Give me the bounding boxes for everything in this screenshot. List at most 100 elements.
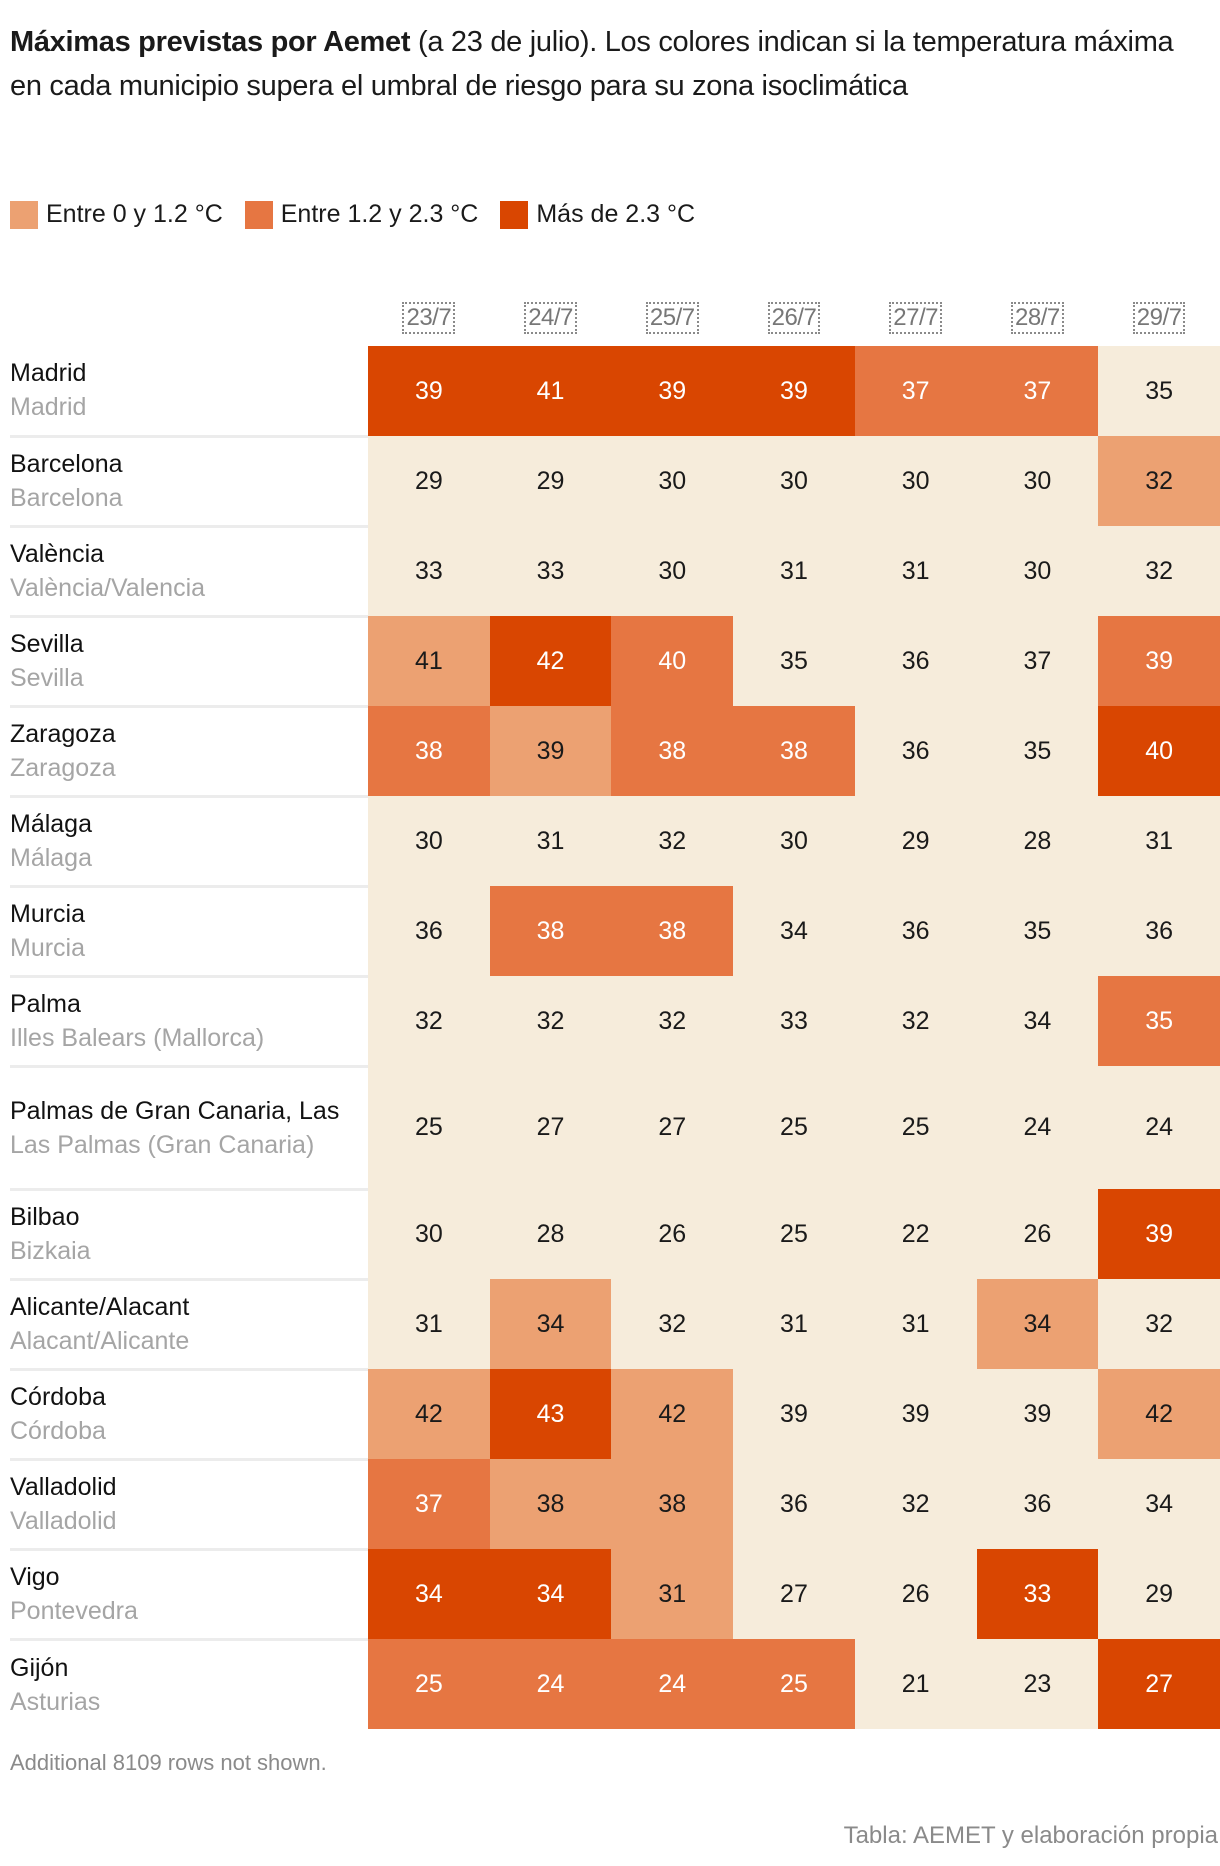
city-name: València: [10, 540, 105, 568]
heat-cell: 43: [489, 1369, 612, 1459]
heat-cell: 35: [733, 616, 855, 706]
province-name: Madrid: [10, 393, 87, 422]
row-label: Alicante/Alacant Alacant/Alicante: [10, 1277, 368, 1369]
column-header-label[interactable]: 24/7: [524, 302, 577, 334]
row-label: Palma Illes Balears (Mallorca): [10, 974, 368, 1066]
heat-cell: 36: [976, 1459, 1099, 1549]
heat-cell: 32: [489, 976, 612, 1066]
row-label: Murcia Murcia: [10, 884, 368, 976]
column-header[interactable]: 23/7: [368, 290, 490, 346]
heat-cell: 28: [976, 796, 1099, 886]
heat-cell: 34: [489, 1279, 612, 1369]
province-name: Málaga: [10, 844, 92, 872]
legend-swatch: [10, 200, 38, 229]
city-name: Alicante/Alacant: [10, 1293, 190, 1321]
heat-cell: 42: [489, 616, 612, 706]
heat-cell: 27: [733, 1549, 855, 1639]
heat-cell: 39: [976, 1369, 1099, 1459]
heat-cell: 26: [854, 1549, 977, 1639]
column-header-label[interactable]: 27/7: [889, 302, 943, 334]
heat-cell: 32: [611, 796, 734, 886]
heat-cell: 34: [976, 1279, 1099, 1369]
heat-cell: 30: [976, 526, 1099, 616]
heat-cell: 39: [733, 1369, 855, 1459]
legend: Entre 0 y 1.2 °C Entre 1.2 y 2.3 °C Más …: [10, 200, 717, 229]
heat-cell: 24: [1098, 1066, 1220, 1189]
column-header[interactable]: 29/7: [1098, 290, 1220, 346]
province-name: Barcelona: [10, 484, 123, 512]
column-header[interactable]: 27/7: [855, 290, 977, 346]
table-row: Alicante/Alacant Alacant/Alicante 31 34 32 31…: [10, 1277, 1220, 1369]
heat-cell: 40: [611, 616, 734, 706]
city-name: Zaragoza: [10, 720, 116, 748]
heat-cell: 38: [611, 706, 734, 796]
row-label: Gijón Asturias: [10, 1637, 368, 1729]
province-name: Sevilla: [10, 664, 84, 692]
heat-cell: 39: [1098, 1189, 1220, 1279]
city-name: Murcia: [10, 900, 86, 928]
table-row: Murcia Murcia 36 38 38 34 36 35 36: [10, 884, 1220, 976]
row-label: Barcelona Barcelona: [10, 434, 368, 526]
table-row: Córdoba Córdoba 42 43 42 39 39 39 42: [10, 1367, 1220, 1459]
city-name: Valladolid: [10, 1473, 117, 1501]
city-name: Palmas de Gran Canaria, Las: [10, 1096, 340, 1125]
heat-cell: 30: [611, 436, 734, 526]
heat-cell: 30: [733, 796, 855, 886]
legend-swatch: [500, 200, 529, 229]
heat-cell: 33: [733, 976, 855, 1066]
heat-cell: 37: [976, 616, 1099, 706]
column-header[interactable]: 28/7: [977, 290, 1099, 346]
column-header[interactable]: 26/7: [733, 290, 855, 346]
heat-cell: 27: [489, 1066, 612, 1189]
table-row: València València/Valencia 33 33 30 31 31 30 32: [10, 524, 1220, 616]
heat-cell: 31: [733, 1279, 855, 1369]
heat-cell: 25: [368, 1066, 490, 1189]
province-name: Córdoba: [10, 1417, 106, 1445]
column-header[interactable]: 24/7: [490, 290, 612, 346]
heat-cell: 39: [1098, 616, 1220, 706]
row-label: Málaga Málaga: [10, 794, 368, 886]
heat-cell: 31: [611, 1549, 734, 1639]
province-name: Valladolid: [10, 1507, 117, 1535]
heat-cell: 32: [368, 976, 490, 1066]
heat-cell: 31: [489, 796, 612, 886]
heat-cell: 32: [1098, 1279, 1220, 1369]
row-label: Zaragoza Zaragoza: [10, 704, 368, 796]
heat-cell: 35: [976, 706, 1099, 796]
column-header-label[interactable]: 26/7: [767, 302, 821, 334]
column-header[interactable]: 25/7: [611, 290, 733, 346]
heat-cell: 37: [368, 1459, 490, 1549]
row-label: Vigo Pontevedra: [10, 1547, 368, 1639]
table-row: Sevilla Sevilla 41 42 40 35 36 37 39: [10, 614, 1220, 706]
heat-cell: 29: [489, 436, 612, 526]
heat-cell: 25: [733, 1189, 855, 1279]
table-row: Málaga Málaga 30 31 32 30 29 28 31: [10, 794, 1220, 886]
heat-cell: 42: [368, 1369, 490, 1459]
legend-swatch: [244, 200, 273, 229]
heat-cell: 27: [611, 1066, 734, 1189]
heat-cell: 38: [611, 886, 734, 976]
heat-cell: 39: [611, 346, 734, 436]
title-rest: (a 23 de julio). Los colores indican si …: [10, 26, 1174, 102]
heat-cell: 32: [611, 1279, 734, 1369]
legend-label: Entre 0 y 1.2 °C: [46, 200, 223, 228]
heat-cell: 36: [1098, 886, 1220, 976]
heat-cell: 38: [489, 886, 612, 976]
column-header-label[interactable]: 23/7: [402, 302, 456, 334]
heat-cell: 34: [1098, 1459, 1220, 1549]
heat-cell: 41: [489, 346, 612, 436]
row-label: Bilbao Bizkaia: [10, 1187, 368, 1279]
heat-cell: 32: [854, 976, 977, 1066]
column-header-label[interactable]: 29/7: [1132, 302, 1186, 334]
heat-cell: 35: [1098, 976, 1220, 1066]
column-header-label[interactable]: 28/7: [1011, 302, 1064, 334]
heat-cell: 30: [368, 1189, 490, 1279]
city-name: Málaga: [10, 810, 92, 838]
heat-cell: 35: [976, 886, 1099, 976]
column-header-label[interactable]: 25/7: [645, 302, 699, 334]
heat-cell: 33: [489, 526, 612, 616]
row-label: Sevilla Sevilla: [10, 614, 368, 706]
province-name: Alacant/Alicante: [10, 1327, 190, 1355]
city-name: Barcelona: [10, 450, 123, 478]
heat-cell: 36: [733, 1459, 855, 1549]
